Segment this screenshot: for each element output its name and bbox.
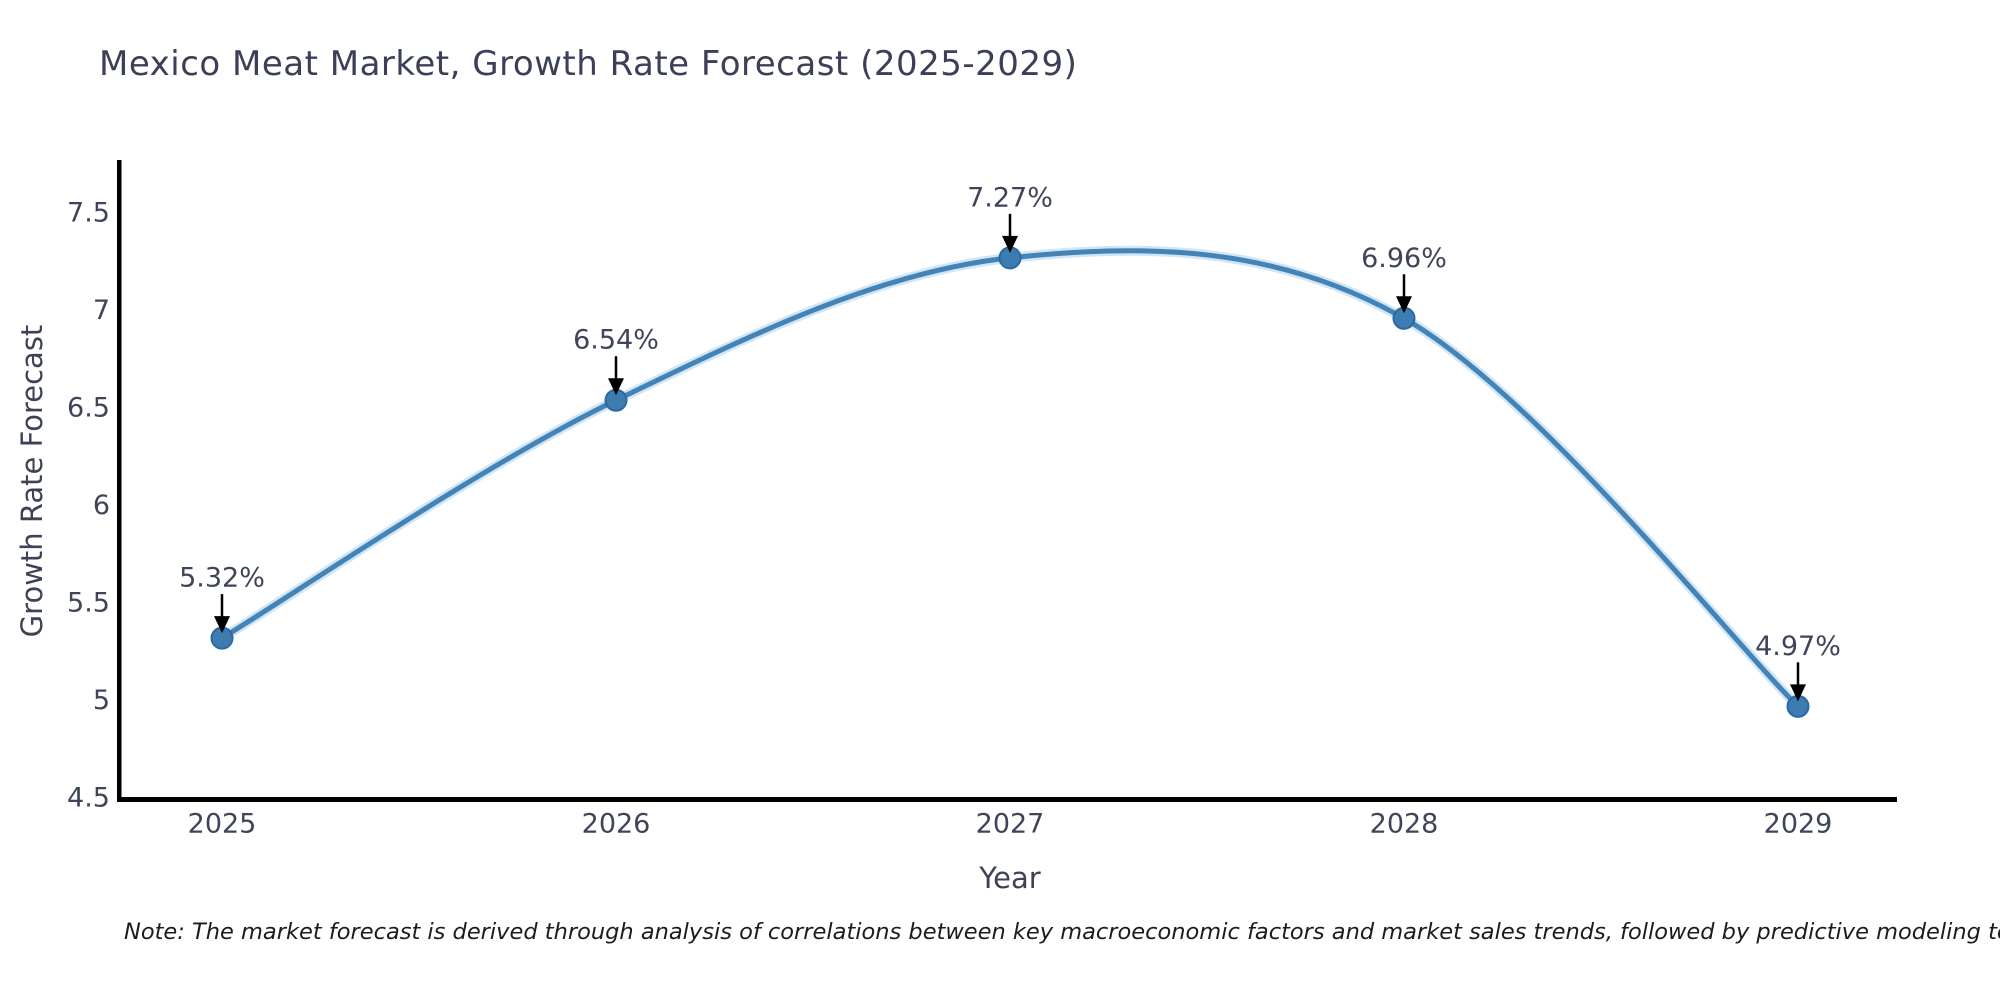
- x-tick-label: 2027: [976, 809, 1045, 840]
- footnote: Note: The market forecast is derived thr…: [124, 919, 2000, 945]
- data-point-label: 6.54%: [573, 325, 659, 356]
- y-tick-label: 7.5: [67, 198, 110, 229]
- y-tick-label: 4.5: [67, 783, 110, 814]
- y-axis-spine: [117, 160, 122, 802]
- annotation-arrow-head: [1002, 235, 1018, 253]
- data-point-label: 7.27%: [967, 182, 1053, 213]
- data-point-label: 4.97%: [1755, 631, 1841, 662]
- x-tick-label: 2028: [1370, 809, 1439, 840]
- annotation-arrow-head: [214, 616, 230, 634]
- forecast-line: [219, 248, 1801, 709]
- y-tick-label: 5.5: [67, 588, 110, 619]
- y-axis-title: Growth Rate Forecast: [15, 325, 49, 638]
- data-point-label: 5.32%: [179, 563, 265, 594]
- y-tick-label: 6: [93, 490, 110, 521]
- y-tick-label: 6.5: [67, 393, 110, 424]
- y-tick-label: 7: [93, 295, 110, 326]
- annotation-arrow-head: [608, 378, 624, 396]
- x-tick-label: 2026: [582, 809, 651, 840]
- x-axis-spine: [117, 797, 1897, 802]
- chart-title: Mexico Meat Market, Growth Rate Forecast…: [99, 44, 1078, 84]
- forecast-line-halo: [217, 245, 1803, 712]
- annotation-arrow-head: [1396, 296, 1412, 314]
- y-tick-label: 5: [93, 685, 110, 716]
- x-tick-label: 2025: [188, 809, 257, 840]
- x-axis-title: Year: [978, 861, 1040, 895]
- data-point-label: 6.96%: [1361, 243, 1447, 274]
- annotation-arrow-head: [1790, 684, 1806, 702]
- x-tick-label: 2029: [1764, 809, 1833, 840]
